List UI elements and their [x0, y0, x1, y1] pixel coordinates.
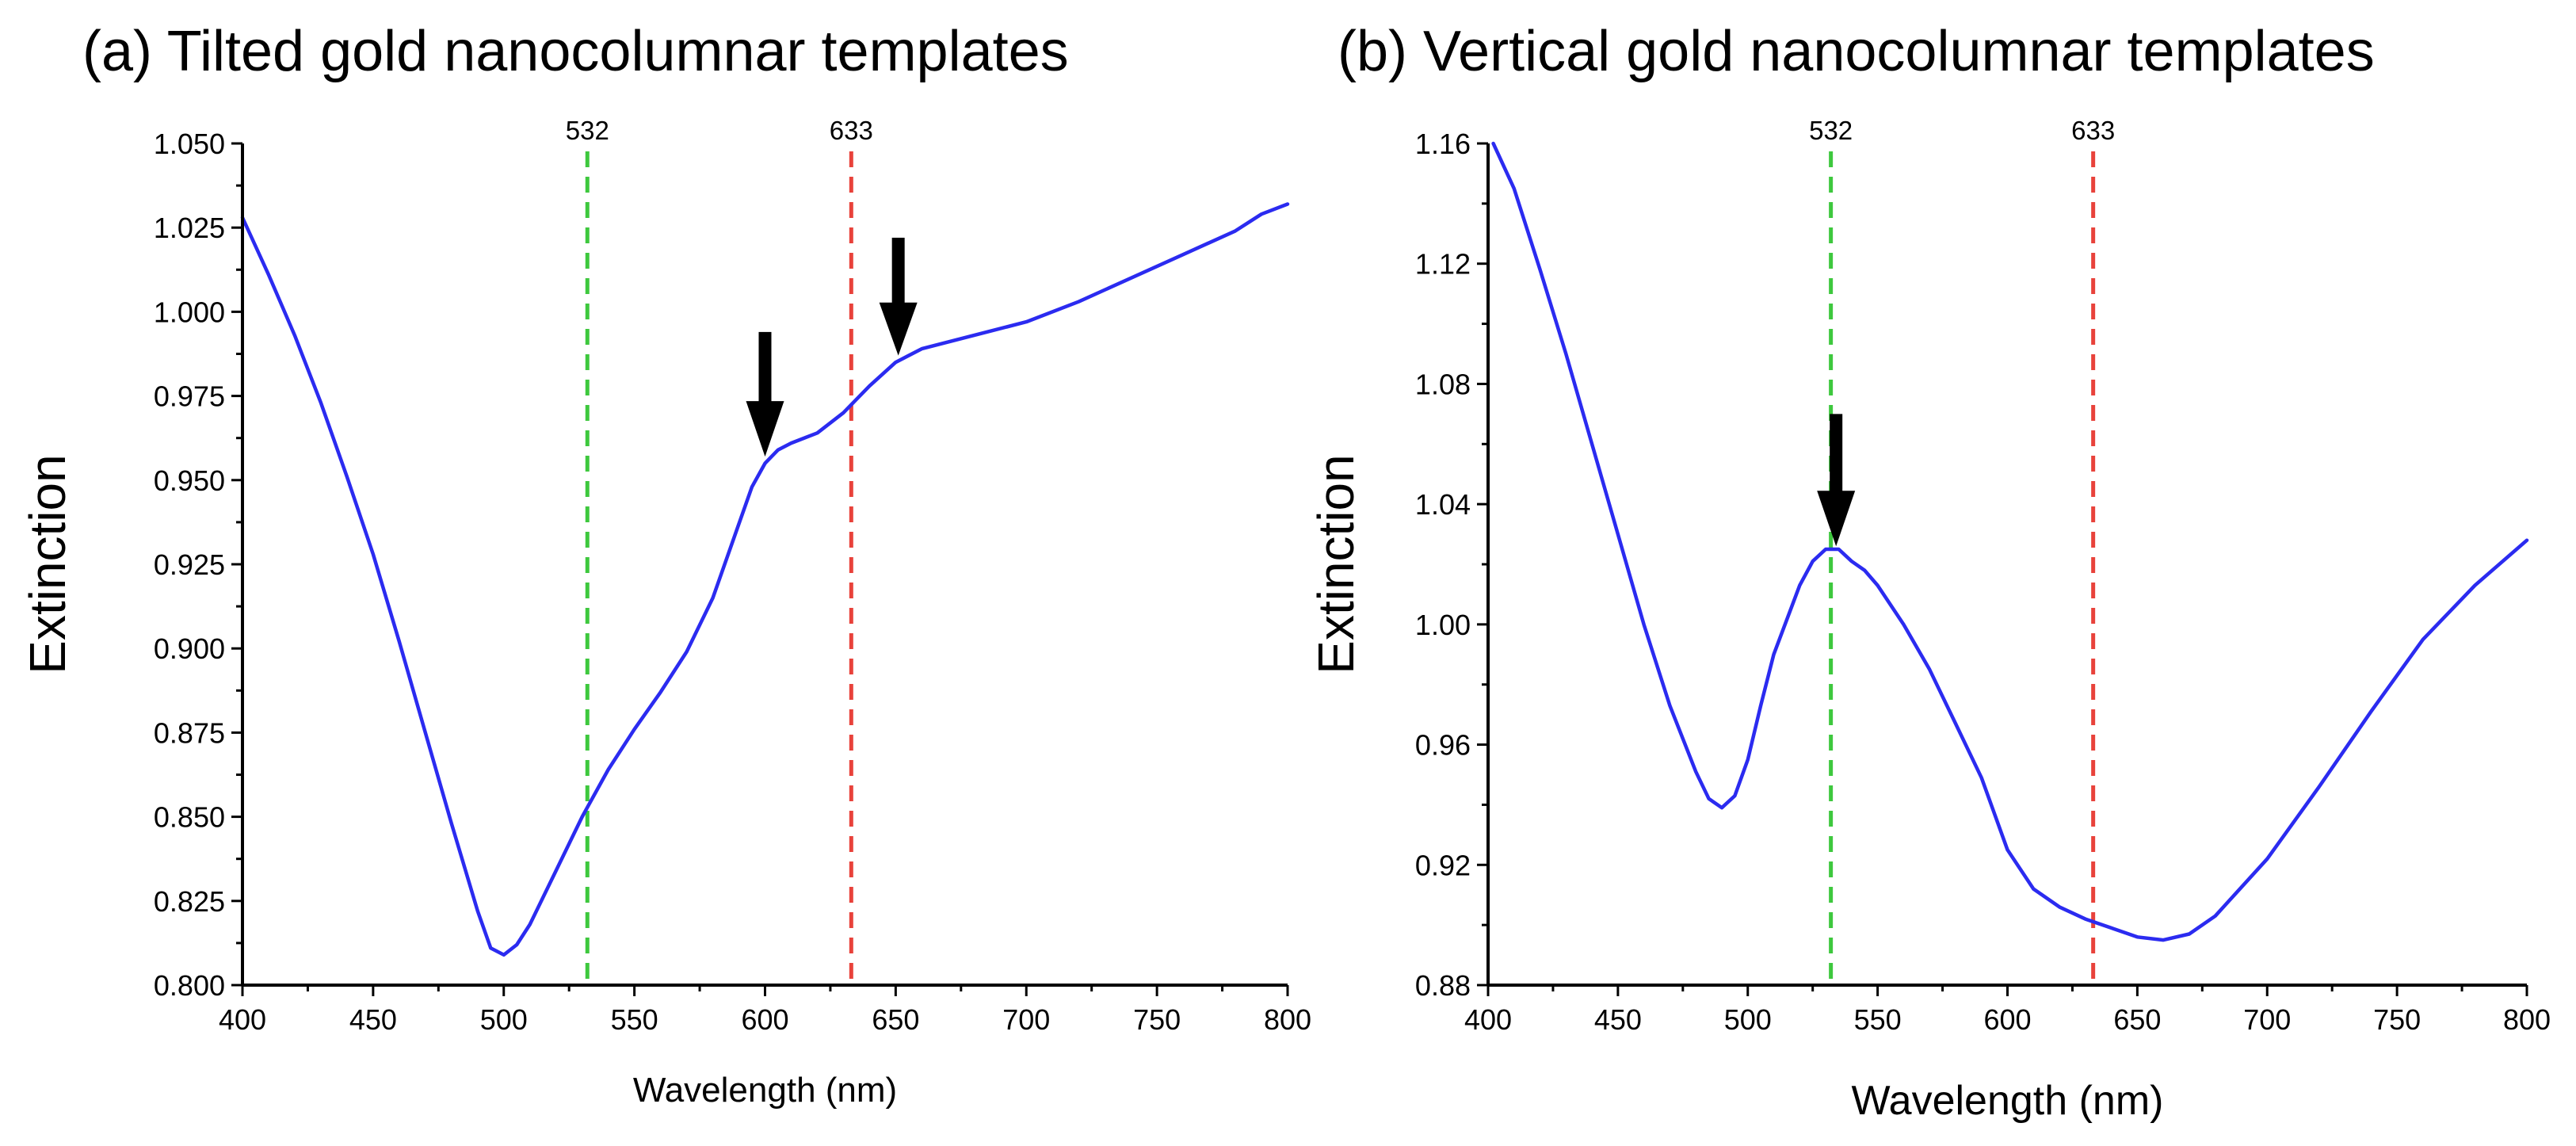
chart-a-y-tick-label: 1.000	[154, 296, 225, 328]
chart-b-y-tick-label: 0.92	[1415, 849, 1471, 881]
chart-a-y-axis-label: Extinction	[19, 454, 76, 674]
chart-b-y-axis-label: Extinction	[1307, 454, 1364, 674]
chart-b-x-tick-label: 400	[1464, 1003, 1512, 1036]
chart-b-x-axis-label: Wavelength (nm)	[1852, 1078, 2164, 1124]
chart-panel-a: 532 633 400 450 500 550 600 650 700 750 800 0.800 0.…	[19, 20, 1311, 1110]
chart-b-series-line	[1491, 141, 2529, 942]
chart-a-x-tick-label: 700	[1002, 1003, 1050, 1036]
chart-a-plot: 532 633 400 450 500 550 600 650 700 750 800 0.800 0.…	[19, 116, 1311, 1110]
chart-b-y-tick-label: 1.04	[1415, 488, 1471, 521]
chart-a-y-tick-label: 1.050	[154, 128, 225, 160]
chart-a-y-tick-label: 0.950	[154, 464, 225, 497]
chart-a-x-tick-label: 400	[219, 1003, 266, 1036]
chart-a-x-axis-label: Wavelength (nm)	[633, 1071, 897, 1110]
chart-a-arrow-2	[879, 237, 918, 356]
chart-b-plot: 532 633 400 450 500 550 600 650 700 750 800 0.88 0.9…	[1307, 116, 2551, 1124]
chart-b-x-tick-label: 750	[2373, 1003, 2421, 1036]
chart-a-x-tick-label: 650	[872, 1003, 919, 1036]
chart-b-x-tick-label: 600	[1983, 1003, 2031, 1036]
chart-b-x-tick-label: 500	[1724, 1003, 1772, 1036]
chart-b-y-tick-label: 1.16	[1415, 128, 1471, 160]
chart-b-y-tick-label: 0.96	[1415, 729, 1471, 762]
chart-a-series-line	[240, 202, 1290, 957]
chart-a-x-tick-label: 750	[1133, 1003, 1181, 1036]
chart-a-arrow-1	[746, 331, 784, 457]
chart-a-title: (a) Tilted gold nanocolumnar templates	[82, 20, 1069, 83]
chart-b-x-tick-label: 650	[2113, 1003, 2161, 1036]
chart-a-x-tick-label: 500	[480, 1003, 528, 1036]
chart-b-x-tick-label: 800	[2503, 1003, 2551, 1036]
chart-b-y-tick-label: 1.00	[1415, 609, 1471, 641]
chart-a-x-tick-label: 600	[741, 1003, 788, 1036]
chart-a-y-tick-label: 1.025	[154, 212, 225, 244]
chart-a-x-tick-label: 450	[349, 1003, 397, 1036]
chart-panel-b: 532 633 400 450 500 550 600 650 700 750 800 0.88 0.9…	[1288, 0, 2576, 1146]
chart-a-x-tick-label: 550	[611, 1003, 658, 1036]
chart-a-y-tick-label: 0.850	[154, 801, 225, 834]
chart-a-ref-label-633: 633	[830, 116, 873, 145]
chart-b-title: (b) Vertical gold nanocolumnar templates	[1338, 20, 2375, 83]
chart-b-x-tick-label: 450	[1594, 1003, 1642, 1036]
chart-a-y-tick-label: 0.800	[154, 969, 225, 1002]
chart-a-x-tick-label: 800	[1264, 1003, 1311, 1036]
chart-a-y-tick-label: 0.825	[154, 885, 225, 918]
chart-b-arrow-1	[1817, 414, 1856, 547]
chart-b-y-tick-label: 0.88	[1415, 969, 1471, 1002]
chart-a-y-tick-label: 0.975	[154, 380, 225, 413]
chart-b-ref-label-633: 633	[2071, 116, 2115, 145]
chart-b-ref-label-532: 532	[1809, 116, 1853, 145]
chart-b-x-tick-label: 700	[2243, 1003, 2291, 1036]
chart-b-x-tick-label: 550	[1854, 1003, 1902, 1036]
chart-a-ref-label-532: 532	[566, 116, 609, 145]
chart-a-y-tick-label: 0.900	[154, 632, 225, 665]
chart-a-y-tick-label: 0.925	[154, 548, 225, 581]
chart-b-y-tick-label: 1.08	[1415, 368, 1471, 400]
chart-b-y-tick-label: 1.12	[1415, 248, 1471, 281]
chart-a-y-tick-label: 0.875	[154, 716, 225, 749]
